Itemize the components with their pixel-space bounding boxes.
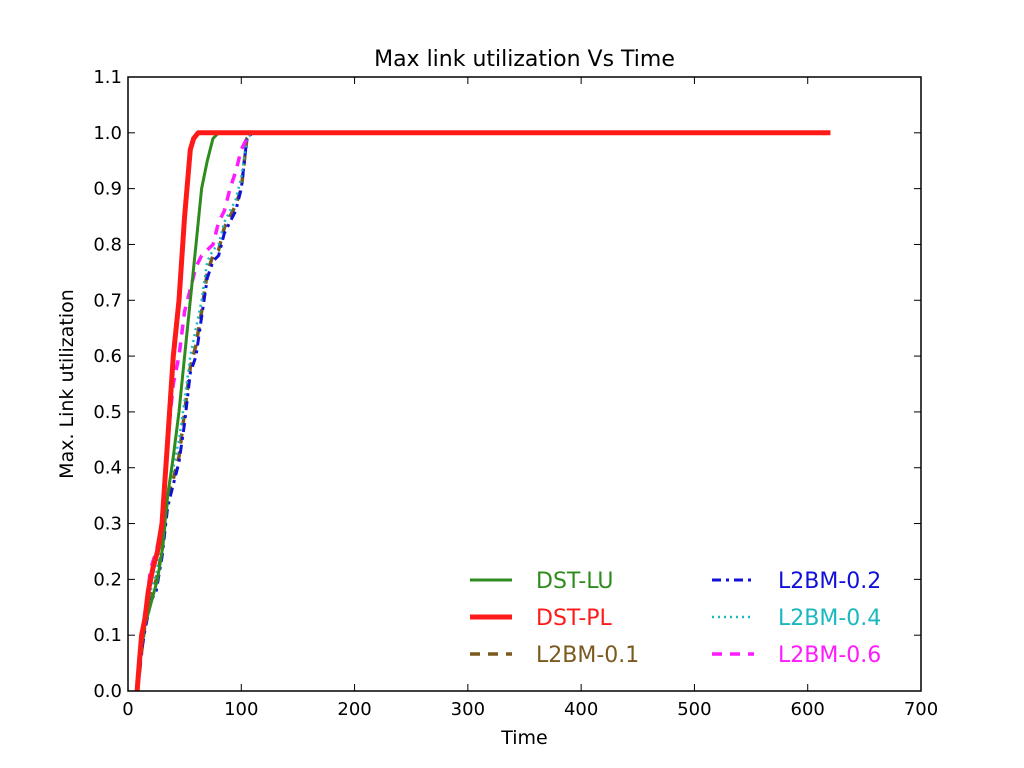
legend: DST-LU DST-PL L2BM-0.1 L2BM-0.2 L2BM-0.4 L2BM… — [470, 569, 881, 668]
x-tick-label: 600 — [791, 699, 825, 720]
plot-area — [134, 130, 831, 692]
axes-frame — [127, 76, 922, 692]
x-tick-label: 0 — [122, 699, 133, 720]
legend-label: L2BM-0.6 — [778, 643, 881, 668]
axis-ticks: 0 100 200 300 400 500 600 700 0.0 0.1 0.2 0.3 0.4 0.5… — [93, 67, 938, 720]
y-tick-label: 0.4 — [93, 458, 122, 479]
y-tick-label: 0.2 — [93, 569, 122, 590]
y-tick-label: 0.1 — [93, 625, 122, 646]
y-tick-label: 0.8 — [93, 234, 122, 255]
x-tick-label: 400 — [564, 699, 598, 720]
y-tick-label: 0.6 — [93, 346, 122, 367]
y-tick-label: 0.9 — [93, 179, 122, 200]
legend-label: DST-PL — [536, 606, 613, 631]
y-tick-label: 1.1 — [93, 67, 122, 88]
legend-label: L2BM-0.4 — [778, 606, 881, 631]
x-tick-label: 200 — [337, 699, 371, 720]
legend-label: DST-LU — [536, 569, 614, 594]
x-axis-label: Time — [500, 727, 548, 749]
series-line-dst-pl — [134, 130, 831, 692]
y-tick-label: 0.5 — [93, 402, 122, 423]
x-tick-label: 700 — [904, 699, 938, 720]
legend-label: L2BM-0.2 — [778, 569, 881, 594]
y-tick-label: 1.0 — [93, 123, 122, 144]
y-tick-label: 0.0 — [93, 681, 122, 702]
chart-title: Max link utilization Vs Time — [374, 47, 675, 72]
y-axis-label: Max. Link utilization — [56, 289, 78, 479]
x-tick-label: 500 — [677, 699, 711, 720]
y-tick-label: 0.3 — [93, 514, 122, 535]
series-line-l2bm-0-2 — [135, 131, 831, 692]
x-tick-label: 300 — [451, 699, 485, 720]
x-tick-label: 100 — [224, 699, 258, 720]
y-tick-label: 0.7 — [93, 290, 122, 311]
legend-label: L2BM-0.1 — [536, 643, 639, 668]
